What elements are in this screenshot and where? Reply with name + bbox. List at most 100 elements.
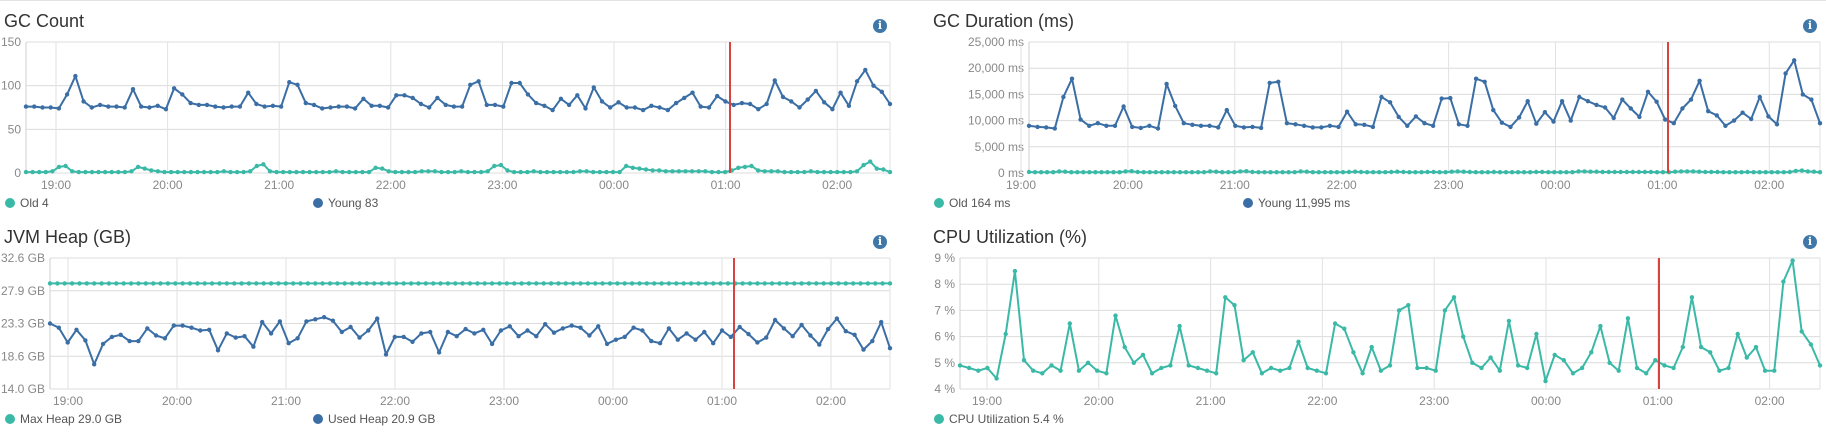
data-point [492, 102, 498, 108]
data-point [1800, 92, 1805, 97]
data-point [1256, 170, 1261, 175]
data-point [689, 169, 695, 174]
data-point [1310, 125, 1315, 130]
legend-item-old[interactable]: Old 4 [5, 196, 49, 210]
legend-label: Young 11,995 ms [1258, 196, 1351, 210]
data-point [1267, 80, 1272, 86]
data-point [1189, 170, 1195, 175]
x-tick-label: 20:00 [153, 178, 183, 192]
info-icon[interactable]: i [1803, 19, 1817, 33]
data-point [1799, 329, 1804, 334]
legend-item-max-heap[interactable]: Max Heap 29.0 GB [5, 412, 122, 426]
data-point [1817, 363, 1823, 368]
legend-item-old[interactable]: Old 164 ms [934, 196, 1010, 210]
data-point [62, 281, 67, 286]
data-point [43, 169, 48, 175]
data-point [1680, 344, 1685, 350]
data-point [764, 335, 769, 340]
data-point [1479, 365, 1484, 371]
data-point [769, 281, 775, 286]
info-icon[interactable]: i [1803, 235, 1817, 249]
data-point [1451, 295, 1457, 300]
info-icon[interactable]: i [873, 19, 887, 33]
data-point [254, 163, 259, 169]
data-point [690, 90, 695, 95]
data-point [525, 328, 530, 333]
data-point [622, 281, 627, 286]
data-point [268, 331, 274, 336]
x-tick-label: 21:00 [264, 178, 294, 192]
y-tick-label: 4 % [934, 382, 955, 396]
data-point [1195, 170, 1201, 175]
data-point [1216, 125, 1221, 130]
data-point [439, 169, 444, 175]
data-point [507, 324, 512, 329]
data-point [1461, 169, 1466, 174]
legend-item-young[interactable]: Young 83 [313, 196, 378, 210]
jvm-heap-chart: 14.0 GB 18.6 GB 23.3 GB 27.9 GB 32.6 GB 19:00… [1, 251, 893, 408]
data-point [1456, 122, 1462, 127]
data-point [84, 281, 90, 286]
data-point [241, 169, 246, 175]
data-point [1262, 170, 1267, 175]
data-point [168, 169, 174, 175]
data-point [215, 348, 221, 353]
data-point [674, 281, 679, 286]
data-point [1241, 125, 1247, 130]
data-point [593, 281, 598, 286]
data-point [1663, 117, 1668, 122]
data-point [353, 169, 358, 175]
data-point [1585, 99, 1591, 104]
data-point [239, 281, 244, 286]
data-point [1268, 365, 1274, 371]
data-point [188, 100, 193, 106]
data-point [1122, 344, 1127, 350]
data-point [412, 169, 418, 175]
data-point [224, 331, 229, 336]
data-point [1364, 170, 1370, 175]
x-tick-label: 22:00 [380, 394, 410, 408]
data-point [1052, 126, 1057, 131]
data-point [171, 323, 176, 328]
data-point [1799, 168, 1805, 173]
data-point [1274, 170, 1279, 175]
data-point [1207, 123, 1212, 128]
panel-title: CPU Utilization (%) [933, 227, 1088, 247]
data-point [1448, 95, 1453, 101]
data-point [1515, 170, 1521, 175]
data-point [1769, 170, 1774, 175]
legend-item-cpu[interactable]: CPU Utilization 5.4 % [934, 412, 1064, 426]
data-point [1598, 323, 1603, 329]
data-point [77, 281, 82, 286]
data-point [566, 102, 572, 108]
data-point [887, 169, 893, 175]
data-point [357, 335, 362, 340]
data-point [295, 82, 300, 88]
data-point [879, 319, 884, 325]
legend-item-young[interactable]: Young 11,995 ms [1243, 196, 1350, 210]
data-point [89, 169, 95, 175]
data-point [118, 332, 123, 337]
data-point [1552, 170, 1557, 175]
data-point [1314, 368, 1319, 373]
data-point [725, 281, 731, 286]
data-point [1323, 371, 1329, 376]
data-point [682, 95, 687, 101]
legend-item-used-heap[interactable]: Used Heap 20.9 GB [313, 412, 435, 426]
data-point [1284, 121, 1290, 126]
x-tick-label: 19:00 [972, 394, 1002, 408]
info-icon[interactable]: i [873, 235, 887, 249]
data-point [333, 169, 339, 174]
data-point [1159, 365, 1164, 371]
data-point [97, 102, 103, 108]
jvm-heap-panel: JVM Heap (GB) i 14.0 GB 18.6 GB 23.3 GB 27.… [0, 216, 900, 432]
data-point [1783, 71, 1788, 76]
data-point [1607, 360, 1612, 365]
data-point [303, 100, 308, 106]
data-point [215, 169, 220, 175]
data-point [70, 169, 75, 174]
data-point [445, 281, 451, 286]
data-point [1296, 339, 1301, 344]
data-point [1757, 94, 1762, 100]
data-point [1521, 170, 1527, 175]
